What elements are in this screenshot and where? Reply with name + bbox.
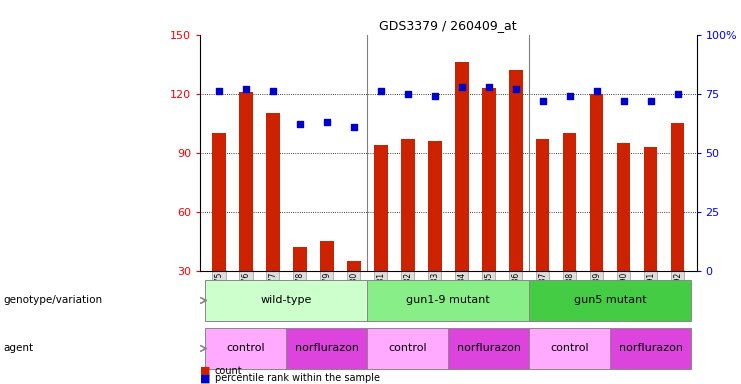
Text: genotype/variation: genotype/variation: [4, 295, 103, 306]
Point: [618, 98, 630, 104]
Point: [348, 124, 360, 130]
Text: norflurazon: norflurazon: [619, 343, 682, 354]
Bar: [374, 145, 388, 271]
Bar: [617, 143, 631, 271]
Point: [321, 119, 333, 125]
Text: gun1-9 mutant: gun1-9 mutant: [406, 295, 491, 306]
Bar: [455, 62, 468, 271]
Text: ■: ■: [200, 366, 210, 376]
Bar: [529, 280, 691, 321]
Bar: [482, 88, 496, 271]
Bar: [347, 261, 361, 271]
Point: [536, 98, 548, 104]
Text: control: control: [388, 343, 427, 354]
Bar: [401, 139, 414, 271]
Point: [375, 88, 387, 94]
Text: count: count: [215, 366, 242, 376]
Bar: [428, 141, 442, 271]
Bar: [293, 247, 307, 271]
Text: agent: agent: [4, 343, 34, 354]
Bar: [536, 139, 550, 271]
Bar: [509, 70, 522, 271]
Point: [510, 86, 522, 92]
Text: control: control: [551, 343, 589, 354]
Bar: [266, 113, 279, 271]
Text: wild-type: wild-type: [261, 295, 312, 306]
Bar: [320, 241, 333, 271]
Point: [591, 88, 602, 94]
Text: control: control: [227, 343, 265, 354]
Bar: [287, 328, 368, 369]
Point: [240, 86, 252, 92]
Bar: [563, 133, 576, 271]
Bar: [205, 328, 287, 369]
Bar: [212, 133, 226, 271]
Bar: [368, 280, 529, 321]
Point: [429, 93, 441, 99]
Text: norflurazon: norflurazon: [295, 343, 359, 354]
Point: [645, 98, 657, 104]
Point: [672, 91, 684, 97]
Text: percentile rank within the sample: percentile rank within the sample: [215, 373, 380, 383]
Bar: [368, 328, 448, 369]
Point: [213, 88, 225, 94]
Point: [483, 83, 495, 89]
Bar: [671, 123, 685, 271]
Bar: [644, 147, 657, 271]
Point: [564, 93, 576, 99]
Bar: [239, 92, 253, 271]
Bar: [590, 94, 603, 271]
Title: GDS3379 / 260409_at: GDS3379 / 260409_at: [379, 19, 517, 32]
Bar: [529, 328, 610, 369]
Point: [294, 121, 306, 127]
Point: [267, 88, 279, 94]
Text: norflurazon: norflurazon: [456, 343, 521, 354]
Text: ■: ■: [200, 373, 210, 383]
Point: [456, 83, 468, 89]
Bar: [610, 328, 691, 369]
Bar: [448, 328, 529, 369]
Point: [402, 91, 413, 97]
Text: gun5 mutant: gun5 mutant: [574, 295, 646, 306]
Bar: [205, 280, 368, 321]
